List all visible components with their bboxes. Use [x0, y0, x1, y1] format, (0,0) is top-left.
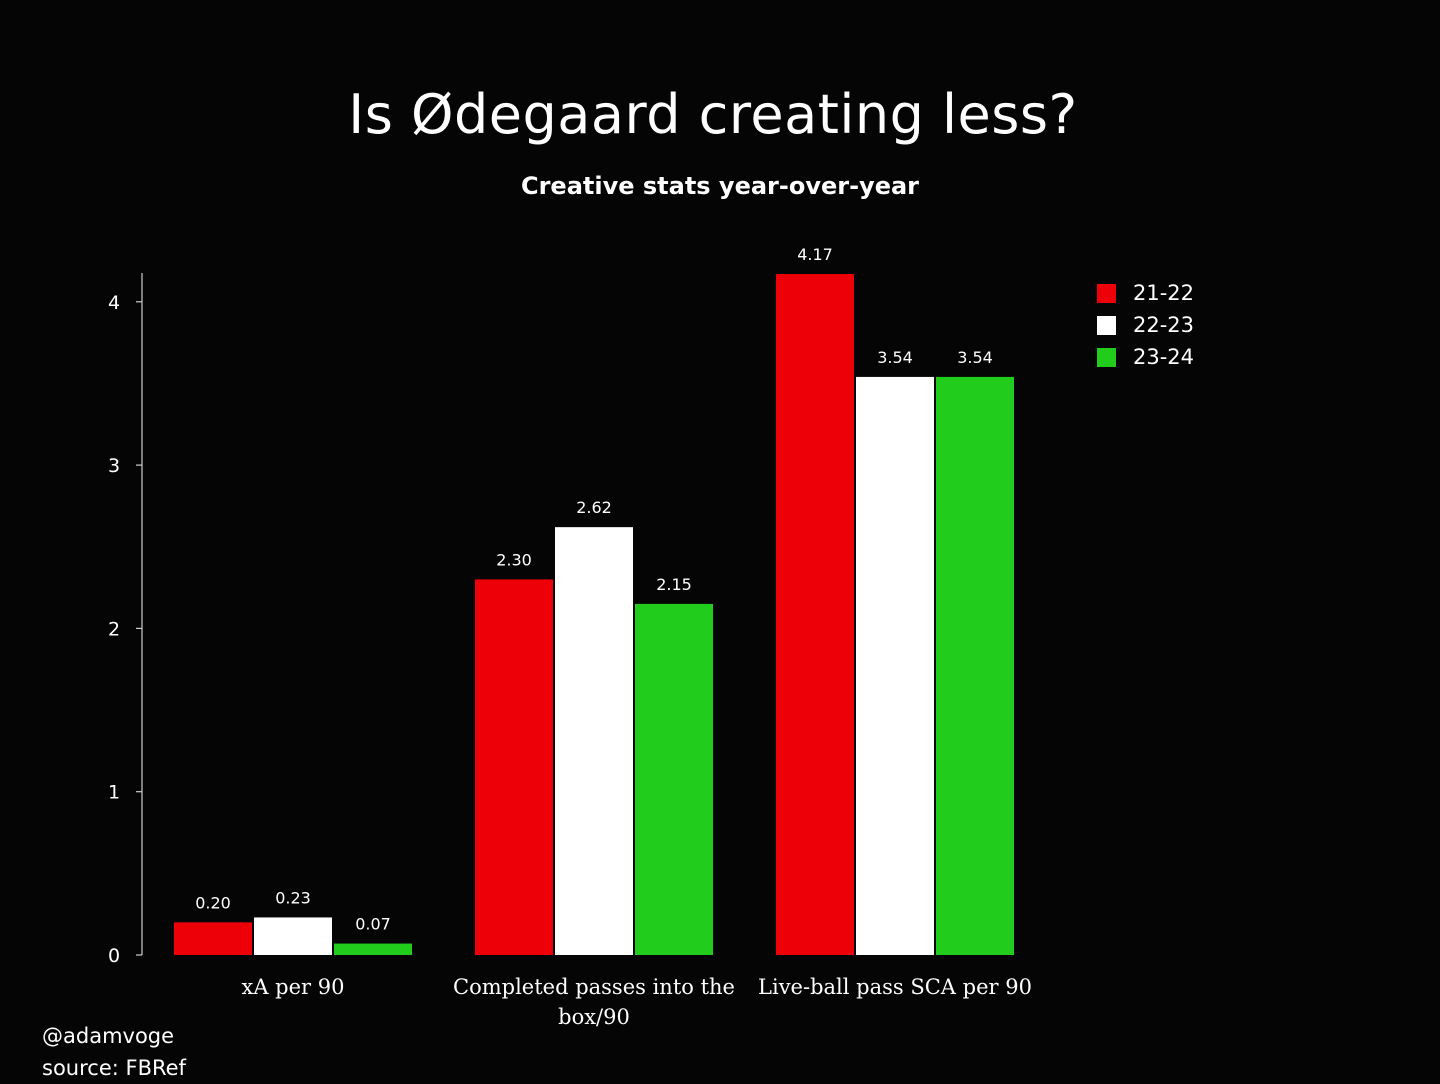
- bar-xa-per-90-22-23: [254, 917, 332, 955]
- bar-completed-passes-into-the-box-90-21-22: [475, 579, 553, 955]
- legend-label-21-22: 21-22: [1133, 281, 1195, 305]
- x-tick-label-line: xA per 90: [242, 975, 345, 999]
- value-label-xa-per-90-23-24: 0.07: [355, 915, 391, 934]
- value-label-xa-per-90-21-22: 0.20: [195, 893, 231, 912]
- legend-label-22-23: 22-23: [1133, 313, 1195, 337]
- bar-live-ball-pass-sca-per-90-22-23: [856, 376, 934, 956]
- chart-subtitle: Creative stats year-over-year: [520, 172, 920, 200]
- x-tick-label-line: Live-ball pass SCA per 90: [758, 975, 1032, 999]
- legend: 21-22 22-23 23-24: [1097, 277, 1194, 373]
- source-text: source: FBRef: [42, 1056, 186, 1080]
- bar-completed-passes-into-the-box-90-23-24: [635, 603, 713, 955]
- legend-swatch-23-24: [1097, 347, 1116, 367]
- y-tick-label-2: 2: [108, 618, 120, 640]
- chart-title: Is Ødegaard creating less?: [348, 83, 1078, 146]
- y-tick-label-3: 3: [108, 455, 120, 477]
- value-label-completed-passes-into-the-box-90-22-23: 2.62: [576, 498, 612, 517]
- credit-text: @adamvoge: [42, 1024, 175, 1048]
- y-tick-label-4: 4: [108, 292, 120, 314]
- value-label-live-ball-pass-sca-per-90-23-24: 3.54: [957, 348, 993, 367]
- x-tick-label-xa-per-90: xA per 90: [242, 975, 345, 999]
- legend-swatch-21-22: [1097, 283, 1116, 303]
- value-label-completed-passes-into-the-box-90-21-22: 2.30: [496, 550, 532, 569]
- bar-live-ball-pass-sca-per-90-23-24: [936, 376, 1014, 956]
- legend-swatch-22-23: [1097, 315, 1116, 335]
- value-label-xa-per-90-22-23: 0.23: [275, 888, 311, 907]
- value-label-completed-passes-into-the-box-90-23-24: 2.15: [656, 575, 692, 594]
- bar-completed-passes-into-the-box-90-22-23: [555, 527, 633, 955]
- x-tick-label-completed-passes-into-the-box-90: Completed passes into the box/90: [453, 975, 735, 1029]
- legend-item-23-24: 23-24: [1097, 341, 1194, 373]
- y-tick-label-1: 1: [108, 782, 120, 804]
- x-tick-label-live-ball-pass-sca-per-90: Live-ball pass SCA per 90: [758, 975, 1032, 999]
- bar-xa-per-90-23-24: [334, 943, 412, 955]
- bar-xa-per-90-21-22: [174, 922, 252, 955]
- value-label-live-ball-pass-sca-per-90-22-23: 3.54: [877, 348, 913, 367]
- value-label-live-ball-pass-sca-per-90-21-22: 4.17: [797, 245, 833, 264]
- bar-live-ball-pass-sca-per-90-21-22: [776, 274, 854, 955]
- x-tick-label-line: box/90: [558, 1005, 630, 1029]
- legend-label-23-24: 23-24: [1133, 345, 1195, 369]
- legend-item-22-23: 22-23: [1097, 309, 1194, 341]
- y-tick-label-0: 0: [108, 945, 120, 967]
- footer: @adamvoge source: FBRef: [42, 1020, 186, 1084]
- x-tick-label-line: Completed passes into the: [453, 975, 735, 999]
- legend-item-21-22: 21-22: [1097, 277, 1194, 309]
